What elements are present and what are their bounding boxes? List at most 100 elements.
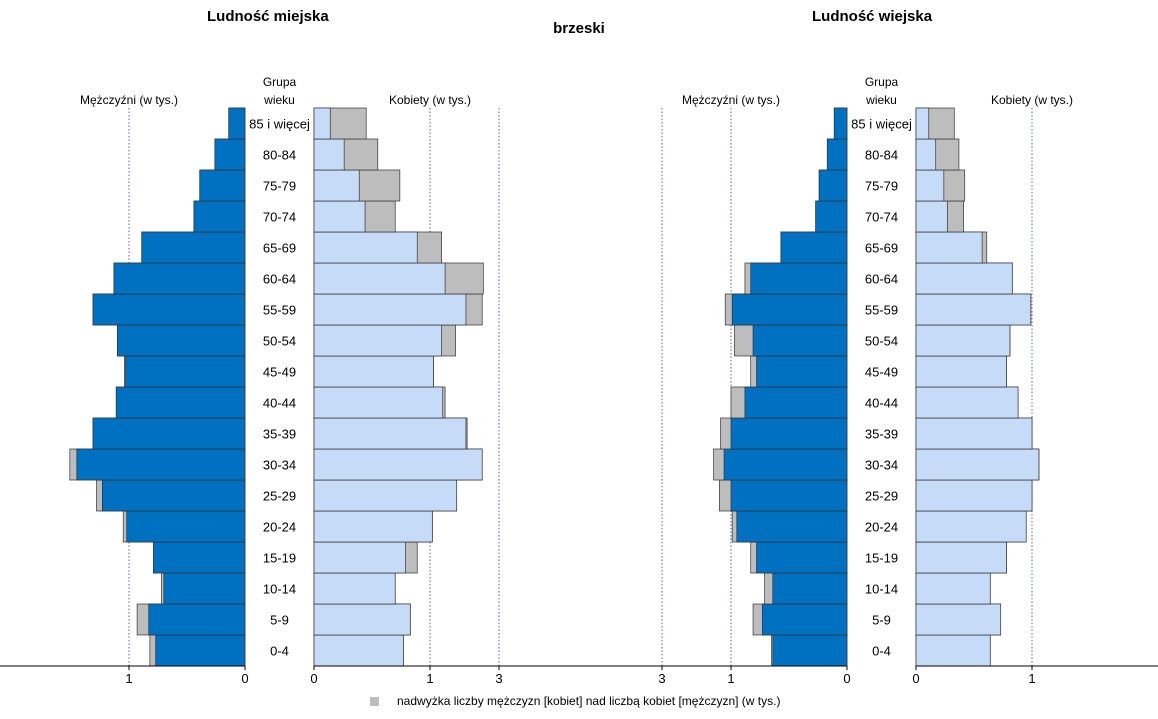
x-tick-label: 3 <box>495 671 502 686</box>
bar-female <box>313 200 366 233</box>
bar-male <box>92 293 246 326</box>
age-group-label: 35-39 <box>865 427 898 442</box>
age-header-line2: wieku <box>865 93 897 107</box>
bar-male <box>756 541 848 574</box>
age-group-label: 80-84 <box>865 148 898 163</box>
bar-male <box>163 572 246 605</box>
bar-male <box>736 510 848 543</box>
bar-male <box>750 262 848 295</box>
bar-female <box>915 634 991 667</box>
x-tick-label: 3 <box>658 671 665 686</box>
bar-male <box>148 603 246 636</box>
x-tick-label: 1 <box>727 671 734 686</box>
panel-title-rural: Ludność wiejska <box>812 8 933 25</box>
bar-female <box>313 324 442 357</box>
bar-female <box>915 417 1033 450</box>
bar-male <box>228 107 246 140</box>
bar-female <box>313 231 418 264</box>
age-group-label: 70-74 <box>263 210 296 225</box>
age-group-label: 40-44 <box>263 396 296 411</box>
bar-female <box>915 510 1027 543</box>
age-header-line1: Grupa <box>263 75 297 89</box>
bar-male <box>115 386 246 419</box>
bar-male <box>101 479 246 512</box>
age-group-label: 50-54 <box>865 334 898 349</box>
bar-male <box>730 479 848 512</box>
age-group-label: 25-29 <box>865 489 898 504</box>
age-group-label: 85 i więcej <box>851 117 912 132</box>
bar-female <box>915 324 1011 357</box>
bar-female <box>313 138 345 171</box>
x-tick-label: 0 <box>912 671 919 686</box>
bar-female <box>915 293 1032 326</box>
bar-male <box>756 355 848 388</box>
bar-female <box>313 541 406 574</box>
bar-female <box>313 293 467 326</box>
bar-male <box>153 541 246 574</box>
x-tick-label: 1 <box>1028 671 1035 686</box>
age-group-label: 75-79 <box>263 179 296 194</box>
age-group-label: 0-4 <box>270 644 289 659</box>
female-axis-label: Kobiety (w tys.) <box>991 93 1073 107</box>
age-group-label: 20-24 <box>263 520 296 535</box>
age-header-line1: Grupa <box>865 75 899 89</box>
bar-male <box>193 200 246 233</box>
bar-male <box>818 169 848 202</box>
chart-title: brzeski <box>553 20 605 37</box>
age-group-label: 45-49 <box>263 365 296 380</box>
bar-female <box>915 138 937 171</box>
x-tick-label: 0 <box>843 671 850 686</box>
bar-female <box>313 603 411 636</box>
bar-male <box>833 107 848 140</box>
age-header-line2: wieku <box>263 93 295 107</box>
legend-surplus-swatch <box>370 696 379 706</box>
bar-male <box>780 231 848 264</box>
bar-female <box>915 200 948 233</box>
bar-female <box>915 107 930 140</box>
bar-female <box>313 386 444 419</box>
age-group-label: 70-74 <box>865 210 898 225</box>
age-group-label: 35-39 <box>263 427 296 442</box>
bar-female <box>313 417 467 450</box>
bar-female <box>313 634 404 667</box>
age-group-label: 25-29 <box>263 489 296 504</box>
bar-female <box>915 572 991 605</box>
bar-male <box>155 634 246 667</box>
age-group-label: 60-64 <box>263 272 296 287</box>
bar-male <box>141 231 246 264</box>
x-tick-label: 1 <box>426 671 433 686</box>
bar-male <box>117 324 246 357</box>
bar-male <box>92 417 246 450</box>
bar-female <box>915 231 983 264</box>
age-group-label: 45-49 <box>865 365 898 380</box>
age-group-label: 85 i więcej <box>249 117 310 132</box>
age-group-label: 20-24 <box>865 520 898 535</box>
age-group-label: 55-59 <box>263 303 296 318</box>
bar-male <box>744 386 848 419</box>
bar-male <box>761 603 848 636</box>
age-group-label: 10-14 <box>865 582 898 597</box>
bar-female <box>915 386 1019 419</box>
bar-female <box>313 479 458 512</box>
bar-female <box>915 479 1033 512</box>
bar-female <box>915 169 945 202</box>
bar-female <box>313 262 446 295</box>
bar-female <box>915 448 1040 481</box>
bar-male <box>125 355 246 388</box>
age-group-label: 15-19 <box>865 551 898 566</box>
x-tick-label: 0 <box>241 671 248 686</box>
bar-female <box>313 572 396 605</box>
male-axis-label: Mężczyźni (w tys.) <box>80 93 178 107</box>
bar-female <box>313 448 483 481</box>
bar-male <box>731 293 848 326</box>
bar-male <box>723 448 848 481</box>
x-tick-label: 1 <box>125 671 132 686</box>
age-group-label: 80-84 <box>263 148 296 163</box>
bar-male <box>752 324 848 357</box>
legend-label: nadwyżka liczby mężczyzn [kobiet] nad li… <box>397 694 781 708</box>
bar-male <box>199 169 246 202</box>
age-group-label: 60-64 <box>865 272 898 287</box>
age-group-label: 65-69 <box>263 241 296 256</box>
bar-male <box>826 138 848 171</box>
